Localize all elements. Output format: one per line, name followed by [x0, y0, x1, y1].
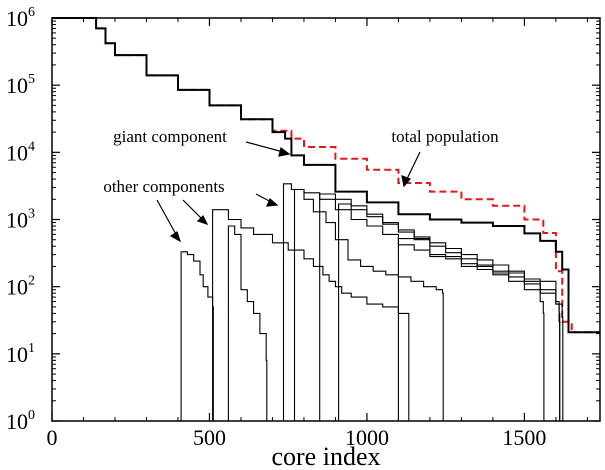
series-line-giant [52, 17, 600, 334]
plot-lines [52, 17, 600, 422]
axis-ticks [51, 17, 600, 422]
series-line-other-6 [316, 193, 561, 422]
series-line-other-8 [392, 238, 561, 422]
arrow-other-1 [156, 199, 179, 239]
annotation-other-components: other components [103, 177, 224, 196]
annotations: giant component total population other c… [103, 127, 499, 196]
y-tick-label: 103 [6, 207, 35, 233]
x-axis-title: core index [271, 442, 380, 470]
y-tick-label: 101 [6, 341, 35, 367]
series-line-other-1 [179, 251, 214, 422]
series-line-other-5 [291, 188, 545, 422]
arrowhead-total-population [401, 175, 412, 188]
x-tick-label: 1000 [345, 425, 389, 450]
annotation-giant-component: giant component [113, 127, 227, 146]
series-line-other-2 [211, 209, 410, 422]
series-line-other-7 [335, 203, 564, 422]
annotation-total-population: total population [391, 127, 499, 146]
x-tick-label: 0 [47, 425, 58, 450]
y-tick-label: 106 [6, 5, 35, 31]
arrowhead-other-2 [196, 214, 209, 226]
series-line-total [52, 17, 600, 334]
arrowhead-giant-component [278, 146, 291, 157]
axis-tick-labels: 0 500 1000 1500 100 101 102 103 104 105 106 [6, 5, 546, 450]
y-tick-label: 105 [6, 72, 35, 98]
arrowhead-other-1 [169, 231, 182, 243]
y-tick-label: 102 [6, 274, 35, 300]
series-line-other-3 [226, 225, 268, 422]
y-tick-label: 100 [6, 408, 35, 434]
annotation-arrows [156, 141, 421, 243]
x-tick-label: 1500 [502, 425, 546, 450]
arrowhead-other-3 [266, 198, 279, 207]
x-tick-label: 500 [193, 425, 226, 450]
y-tick-label: 104 [6, 139, 35, 165]
